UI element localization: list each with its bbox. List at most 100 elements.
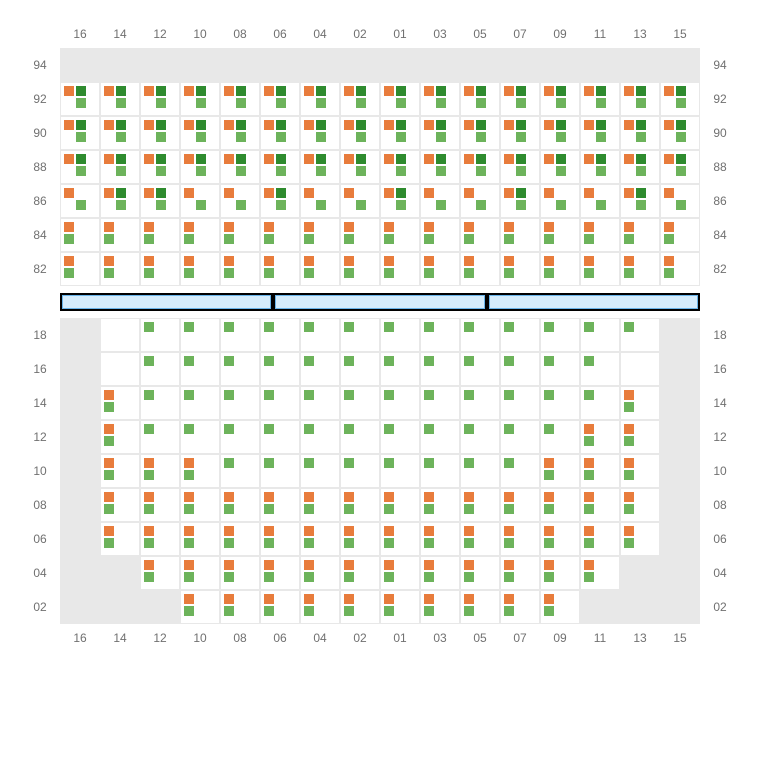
- seat-cell[interactable]: [580, 150, 620, 184]
- seat-cell[interactable]: [540, 454, 580, 488]
- seat-cell[interactable]: [220, 420, 260, 454]
- seat-cell[interactable]: [380, 318, 420, 352]
- seat-cell[interactable]: [500, 556, 540, 590]
- seat-cell[interactable]: [380, 252, 420, 286]
- seat-cell[interactable]: [220, 386, 260, 420]
- seat-cell[interactable]: [460, 184, 500, 218]
- seat-cell[interactable]: [580, 116, 620, 150]
- seat-cell[interactable]: [260, 488, 300, 522]
- seat-cell[interactable]: [140, 318, 180, 352]
- seat-cell[interactable]: [420, 488, 460, 522]
- seat-cell[interactable]: [500, 318, 540, 352]
- seat-cell[interactable]: [620, 252, 660, 286]
- seat-cell[interactable]: [180, 454, 220, 488]
- seat-cell[interactable]: [460, 252, 500, 286]
- seat-cell[interactable]: [260, 116, 300, 150]
- seat-cell[interactable]: [380, 116, 420, 150]
- seat-cell[interactable]: [220, 454, 260, 488]
- seat-cell[interactable]: [500, 116, 540, 150]
- seat-cell[interactable]: [500, 590, 540, 624]
- seat-cell[interactable]: [380, 590, 420, 624]
- seat-cell[interactable]: [540, 590, 580, 624]
- seat-cell[interactable]: [60, 252, 100, 286]
- seat-cell[interactable]: [420, 590, 460, 624]
- seat-cell[interactable]: [460, 218, 500, 252]
- seat-cell[interactable]: [380, 420, 420, 454]
- seat-cell[interactable]: [100, 184, 140, 218]
- seat-cell[interactable]: [140, 252, 180, 286]
- seat-cell[interactable]: [180, 150, 220, 184]
- seat-cell[interactable]: [260, 556, 300, 590]
- seat-cell[interactable]: [460, 318, 500, 352]
- seat-cell[interactable]: [380, 184, 420, 218]
- seat-cell[interactable]: [100, 150, 140, 184]
- seat-cell[interactable]: [540, 352, 580, 386]
- seat-cell[interactable]: [260, 386, 300, 420]
- seat-cell[interactable]: [300, 556, 340, 590]
- seat-cell[interactable]: [220, 590, 260, 624]
- seat-cell[interactable]: [140, 218, 180, 252]
- seat-cell[interactable]: [340, 590, 380, 624]
- seat-cell[interactable]: [180, 116, 220, 150]
- seat-cell[interactable]: [380, 488, 420, 522]
- seat-cell[interactable]: [500, 252, 540, 286]
- seat-cell[interactable]: [260, 420, 300, 454]
- seat-cell[interactable]: [100, 522, 140, 556]
- seat-cell[interactable]: [300, 252, 340, 286]
- seat-cell[interactable]: [620, 82, 660, 116]
- seat-cell[interactable]: [60, 116, 100, 150]
- seat-cell[interactable]: [460, 420, 500, 454]
- seat-cell[interactable]: [420, 420, 460, 454]
- seat-cell[interactable]: [260, 218, 300, 252]
- seat-cell[interactable]: [620, 454, 660, 488]
- seat-cell[interactable]: [140, 116, 180, 150]
- seat-cell[interactable]: [380, 522, 420, 556]
- seat-cell[interactable]: [300, 116, 340, 150]
- seat-cell[interactable]: [460, 556, 500, 590]
- seat-cell[interactable]: [540, 318, 580, 352]
- seat-cell[interactable]: [140, 556, 180, 590]
- seat-cell[interactable]: [580, 252, 620, 286]
- seat-cell[interactable]: [180, 352, 220, 386]
- seat-cell[interactable]: [260, 522, 300, 556]
- seat-cell[interactable]: [100, 488, 140, 522]
- seat-cell[interactable]: [140, 82, 180, 116]
- seat-cell[interactable]: [380, 218, 420, 252]
- seat-cell[interactable]: [620, 488, 660, 522]
- seat-cell[interactable]: [580, 318, 620, 352]
- seat-cell[interactable]: [220, 116, 260, 150]
- seat-cell[interactable]: [500, 420, 540, 454]
- seat-cell[interactable]: [100, 82, 140, 116]
- seat-cell[interactable]: [420, 184, 460, 218]
- seat-cell[interactable]: [540, 150, 580, 184]
- seat-cell[interactable]: [460, 82, 500, 116]
- seat-cell[interactable]: [180, 218, 220, 252]
- seat-cell[interactable]: [500, 522, 540, 556]
- seat-cell[interactable]: [180, 184, 220, 218]
- seat-cell[interactable]: [300, 420, 340, 454]
- seat-cell[interactable]: [60, 218, 100, 252]
- seat-cell[interactable]: [340, 252, 380, 286]
- seat-cell[interactable]: [660, 82, 700, 116]
- seat-cell[interactable]: [180, 488, 220, 522]
- seat-cell[interactable]: [340, 184, 380, 218]
- seat-cell[interactable]: [380, 352, 420, 386]
- seat-cell[interactable]: [500, 386, 540, 420]
- seat-cell[interactable]: [300, 454, 340, 488]
- seat-cell[interactable]: [420, 218, 460, 252]
- seat-cell[interactable]: [420, 82, 460, 116]
- seat-cell[interactable]: [60, 184, 100, 218]
- seat-cell[interactable]: [580, 522, 620, 556]
- seat-cell[interactable]: [540, 184, 580, 218]
- seat-cell[interactable]: [500, 488, 540, 522]
- seat-cell[interactable]: [420, 556, 460, 590]
- seat-cell[interactable]: [220, 522, 260, 556]
- seat-cell[interactable]: [660, 218, 700, 252]
- seat-cell[interactable]: [460, 352, 500, 386]
- seat-cell[interactable]: [620, 522, 660, 556]
- seat-cell[interactable]: [140, 522, 180, 556]
- seat-cell[interactable]: [220, 150, 260, 184]
- seat-cell[interactable]: [380, 556, 420, 590]
- seat-cell[interactable]: [660, 116, 700, 150]
- seat-cell[interactable]: [180, 386, 220, 420]
